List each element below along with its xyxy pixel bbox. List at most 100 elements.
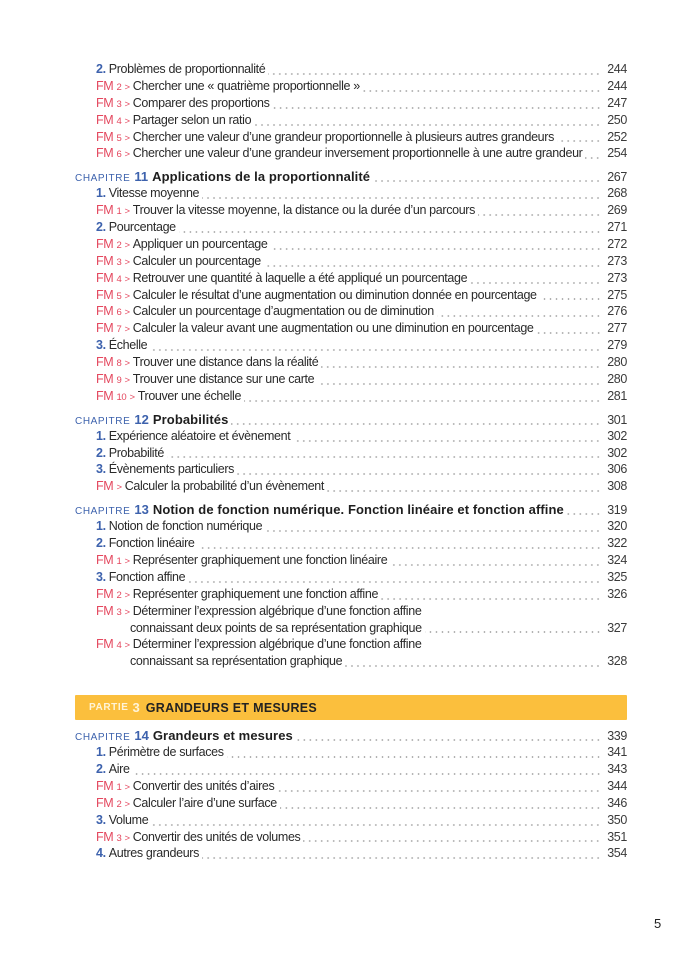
- method-sheet-label: FM 6 >: [96, 304, 130, 318]
- fm-entry[interactable]: FM 4 > Déterminer l’expression algébrique…: [75, 637, 627, 654]
- section-number: 1.: [96, 186, 106, 201]
- section-entry[interactable]: 2. Fonction linéaire 322: [75, 536, 627, 553]
- chevron-right-icon: >: [124, 832, 131, 844]
- fm-entry[interactable]: FM 3 > Calculer un pourcentage 273: [75, 254, 627, 271]
- dot-leader: [254, 123, 602, 126]
- page-ref: 306: [607, 462, 627, 477]
- dot-leader: [536, 332, 602, 335]
- section-entry[interactable]: 2. Problèmes de proportionnalité 244: [75, 62, 627, 79]
- fm-entry[interactable]: FM > Calculer la probabilité d’un évèneme…: [75, 479, 627, 496]
- method-sheet-label: FM 6 >: [96, 146, 130, 160]
- method-sheet-number: 5: [116, 132, 122, 144]
- chapter-label: CHAPITRE: [75, 415, 131, 427]
- dot-leader: [424, 631, 602, 634]
- chevron-right-icon: >: [124, 239, 131, 251]
- method-sheet-label: FM 10 >: [96, 389, 135, 403]
- section-title: Évènements particuliers: [108, 462, 235, 477]
- fm-entry[interactable]: FM 2 > Calculer l’aire d’une surface 346: [75, 796, 627, 813]
- section-entry[interactable]: 3. Fonction affine 325: [75, 570, 627, 587]
- section-title: Aire: [108, 761, 130, 776]
- fm-entry[interactable]: FM 1 > Trouver la vitesse moyenne, la dis…: [75, 203, 627, 220]
- chapter-entry[interactable]: CHAPITRE 12 Probabilités 301: [75, 412, 627, 429]
- page-ref: 269: [607, 203, 627, 218]
- fm-entry[interactable]: FM 2 > Appliquer un pourcentage 272: [75, 237, 627, 254]
- fm-entry[interactable]: FM 6 > Calculer un pourcentage d’augmenta…: [75, 304, 627, 321]
- page-ref: 308: [607, 479, 627, 494]
- chevron-right-icon: >: [124, 324, 131, 336]
- section-entry[interactable]: 3. Échelle 279: [75, 338, 627, 355]
- method-sheet-number: 5: [116, 290, 122, 302]
- fm-entry[interactable]: FM 5 > Calculer le résultat d’une augment…: [75, 288, 627, 305]
- fm-entry[interactable]: FM 2 > Représenter graphiquement une fonc…: [75, 587, 627, 604]
- fm-entry[interactable]: FM 10 > Trouver une échelle 281: [75, 389, 627, 406]
- section-number: 2.: [96, 445, 106, 460]
- fm-entry[interactable]: FM 3 > Convertir des unités de volumes 351: [75, 830, 627, 847]
- method-sheet-prefix: FM: [96, 304, 114, 319]
- method-sheet-number: 4: [116, 115, 122, 127]
- chapter-entry[interactable]: CHAPITRE 14 Grandeurs et mesures 339: [75, 728, 627, 745]
- section-entry[interactable]: 1. Notion de fonction numérique 320: [75, 519, 627, 536]
- fm-entry[interactable]: FM 3 > Déterminer l’expression algébrique…: [75, 604, 627, 621]
- method-sheet-title: Convertir des unités de volumes: [132, 829, 301, 844]
- dot-leader: [202, 857, 602, 860]
- method-sheet-label: FM 2 >: [96, 796, 130, 810]
- chapter-entry[interactable]: CHAPITRE 13 Notion de fonction numérique. …: [75, 502, 627, 519]
- fm-entry[interactable]: FM 4 > Partager selon un ratio 250: [75, 113, 627, 130]
- method-sheet-label: FM 3 >: [96, 254, 130, 268]
- fm-entry[interactable]: FM 1 > Représenter graphiquement une fonc…: [75, 553, 627, 570]
- fm-entry[interactable]: FM 7 > Calculer la valeur avant une augme…: [75, 321, 627, 338]
- section-title: Fonction linéaire: [108, 536, 195, 551]
- method-sheet-number: 2: [116, 798, 122, 810]
- section-entry[interactable]: 3. Évènements particuliers 306: [75, 462, 627, 479]
- method-sheet-prefix: FM: [96, 203, 114, 218]
- section-entry[interactable]: 2. Probabilité 302: [75, 446, 627, 463]
- section-entry[interactable]: 1. Expérience aléatoire et évènement 302: [75, 429, 627, 446]
- fm-entry[interactable]: FM 5 > Chercher une valeur d’une grandeur…: [75, 130, 627, 147]
- method-sheet-prefix: FM: [96, 321, 114, 336]
- section-entry[interactable]: 3. Volume 350: [75, 813, 627, 830]
- method-sheet-title: Appliquer un pourcentage: [132, 236, 268, 251]
- fm-entry[interactable]: FM 9 > Trouver une distance sur une carte…: [75, 372, 627, 389]
- chevron-right-icon: >: [124, 781, 131, 793]
- page-ref: 271: [607, 220, 627, 235]
- section-entry[interactable]: 4. Autres grandeurs 354: [75, 846, 627, 863]
- chevron-right-icon: >: [124, 640, 131, 652]
- dot-leader: [263, 264, 602, 267]
- chapter-title: Grandeurs et mesures: [152, 728, 293, 744]
- section-entry[interactable]: 2. Aire 343: [75, 762, 627, 779]
- section-entry[interactable]: 1. Périmètre de surfaces 341: [75, 745, 627, 762]
- page-ref: 327: [607, 620, 627, 635]
- method-sheet-number: 3: [116, 832, 122, 844]
- method-sheet-title: Trouver une échelle: [137, 388, 242, 403]
- page-ref: 244: [607, 78, 627, 93]
- fm-entry[interactable]: FM 1 > Convertir des unités d’aires 344: [75, 779, 627, 796]
- page-ref: 325: [607, 569, 627, 584]
- chapter-label: CHAPITRE: [75, 506, 131, 518]
- page-ref: 343: [607, 761, 627, 776]
- fm-entry[interactable]: FM 2 > Chercher une « quatrième proportio…: [75, 79, 627, 96]
- fm-entry[interactable]: FM 4 > Retrouver une quantité à laquelle …: [75, 271, 627, 288]
- method-sheet-title: Trouver une distance sur une carte: [132, 372, 315, 387]
- fm-entry[interactable]: FM 3 > Comparer des proportions 247: [75, 96, 627, 113]
- chevron-right-icon: >: [124, 375, 131, 387]
- section-entry[interactable]: 2. Pourcentage 271: [75, 220, 627, 237]
- method-sheet-title: Calculer l’aire d’une surface: [132, 795, 277, 810]
- method-sheet-label: FM 1 >: [96, 779, 130, 793]
- section-entry[interactable]: 1. Vitesse moyenne 268: [75, 186, 627, 203]
- method-sheet-prefix: FM: [96, 95, 114, 110]
- fm-entry[interactable]: FM 6 > Chercher une valeur d’une grandeur…: [75, 146, 627, 163]
- dot-leader: [270, 247, 602, 250]
- page-ref: 273: [607, 270, 627, 285]
- method-sheet-number: 1: [116, 555, 122, 567]
- fm-entry[interactable]: FM 8 > Trouver une distance dans la réali…: [75, 355, 627, 372]
- section-title: Échelle: [108, 338, 148, 353]
- method-sheet-title: Trouver une distance dans la réalité: [132, 355, 319, 370]
- method-sheet-label: FM 2 >: [96, 237, 130, 251]
- chevron-right-icon: >: [124, 798, 131, 810]
- method-sheet-label: FM 9 >: [96, 372, 130, 386]
- page-ref: 250: [607, 112, 627, 127]
- toc-group: CHAPITRE 12 Probabilités 301 1. Expérience al…: [75, 412, 627, 496]
- method-sheet-title: Calculer la probabilité d’un évènement: [124, 479, 325, 494]
- chapter-entry[interactable]: CHAPITRE 11 Applications de la proportionn…: [75, 169, 627, 186]
- chapter-title: Notion de fonction numérique. Fonction l…: [152, 502, 564, 518]
